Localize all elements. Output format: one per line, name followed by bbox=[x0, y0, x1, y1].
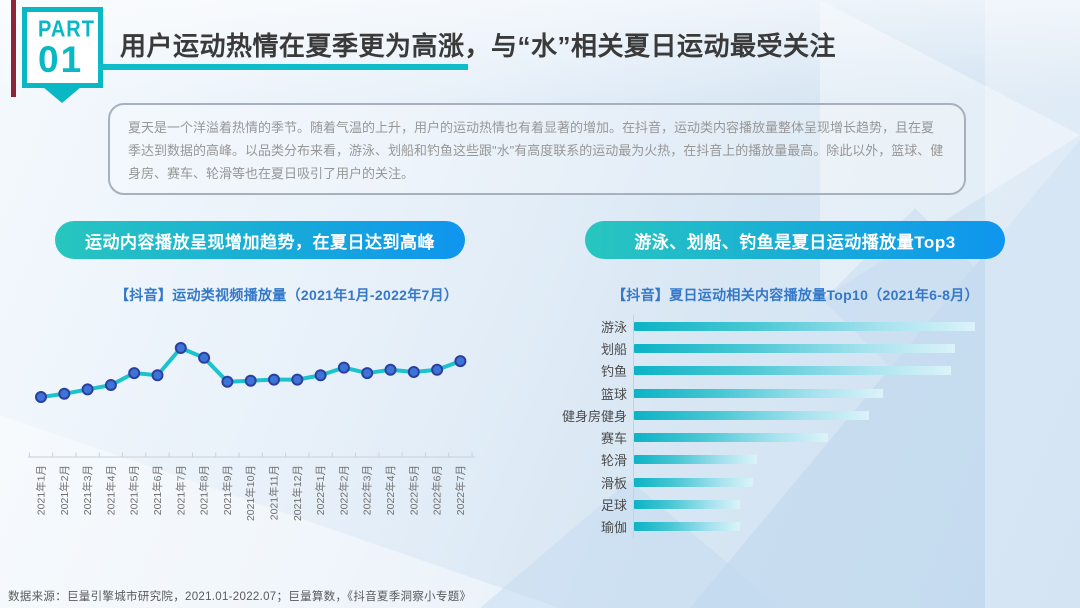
bar-track bbox=[633, 337, 1015, 360]
x-axis-tick-label: 2021年6月 bbox=[151, 465, 164, 515]
x-axis-tick-label: 2021年1月 bbox=[35, 465, 48, 515]
part-badge: PART 01 bbox=[22, 7, 103, 88]
data-point-marker bbox=[291, 373, 304, 386]
x-axis-tick-label: 2022年6月 bbox=[431, 465, 444, 515]
data-point-marker bbox=[314, 369, 327, 382]
data-point-marker bbox=[104, 379, 117, 392]
bar-track bbox=[633, 448, 1015, 472]
data-point-marker bbox=[244, 374, 257, 387]
x-axis-tick-label: 2021年9月 bbox=[221, 465, 234, 515]
x-axis-tick-label: 2021年5月 bbox=[128, 465, 141, 515]
part-badge-number: 01 bbox=[38, 39, 84, 80]
section-pill-left: 运动内容播放呈现增加趋势，在夏日达到高峰 bbox=[55, 221, 465, 259]
x-axis-tick-label: 2021年4月 bbox=[104, 465, 117, 515]
bar-track bbox=[633, 471, 1015, 494]
data-point-marker bbox=[361, 367, 374, 380]
x-axis-tick-label: 2022年1月 bbox=[314, 465, 327, 515]
x-axis-tick-label: 2021年12月 bbox=[291, 465, 304, 521]
bar-chart-title: 【抖音】夏日运动相关内容播放量Top10（2021年6-8月） bbox=[612, 287, 979, 303]
bar-value-fill bbox=[634, 343, 955, 353]
data-point-marker bbox=[431, 363, 444, 376]
data-point-marker bbox=[35, 391, 47, 404]
bar-value-fill bbox=[634, 522, 740, 532]
x-axis-tick-label: 2021年2月 bbox=[58, 465, 71, 515]
bar-value-fill bbox=[634, 388, 883, 398]
data-point-marker bbox=[221, 375, 234, 388]
section-pill-right: 游泳、划船、钓鱼是夏日运动播放量Top3 bbox=[585, 221, 1005, 259]
bar-category-label: 篮球 bbox=[600, 386, 627, 402]
bar-chart-rows: 游泳划船钓鱼篮球健身房健身赛车轮滑滑板足球瑜伽 bbox=[545, 315, 1015, 538]
data-point-marker bbox=[407, 365, 420, 378]
data-point-marker bbox=[198, 351, 211, 364]
data-point-marker bbox=[81, 383, 94, 396]
line-chart: 2021年1月 2021年2月 2021年3月 2021年4月 2021年5月 2021年… bbox=[28, 342, 475, 521]
bar-row: 健身房健身 bbox=[545, 404, 1015, 427]
bar-track bbox=[633, 359, 1015, 382]
data-point-marker bbox=[268, 373, 280, 386]
left-accent-strip bbox=[11, 0, 16, 97]
bar-value-fill bbox=[634, 455, 757, 465]
bar-category-label: 划船 bbox=[600, 341, 627, 357]
bar-row: 足球 bbox=[545, 493, 1015, 516]
x-axis-tick-label: 2021年8月 bbox=[198, 465, 211, 515]
data-point-marker bbox=[174, 342, 187, 354]
part-badge-word: PART bbox=[38, 16, 95, 43]
bar-value-fill bbox=[634, 433, 829, 443]
bar-category-label: 游泳 bbox=[600, 319, 627, 335]
bar-row: 瑜伽 bbox=[545, 515, 1015, 538]
x-axis-tick-label: 2021年7月 bbox=[174, 465, 187, 515]
x-axis-tick-label: 2022年4月 bbox=[384, 465, 397, 515]
x-axis-tick-label: 2021年11月 bbox=[268, 465, 281, 520]
x-axis-tick-label: 2022年7月 bbox=[454, 465, 467, 515]
x-axis-tick-label: 2021年3月 bbox=[81, 465, 94, 515]
line-series bbox=[39, 346, 463, 400]
bar-value-fill bbox=[634, 477, 754, 487]
bar-value-fill bbox=[634, 410, 870, 420]
bar-track bbox=[633, 404, 1015, 427]
part-badge-pointer bbox=[43, 87, 81, 103]
bar-track bbox=[633, 315, 1015, 338]
bar-row: 游泳 bbox=[545, 315, 1015, 338]
bar-category-label: 钓鱼 bbox=[600, 364, 627, 380]
bar-row: 划船 bbox=[545, 337, 1015, 360]
data-source-note: 数据来源：巨量引擎城市研究院，2021.01-2022.07；巨量算数，《抖音夏… bbox=[8, 591, 472, 603]
bar-row: 篮球 bbox=[545, 381, 1015, 405]
title-underline bbox=[98, 64, 468, 70]
data-point-marker bbox=[128, 367, 141, 380]
bar-category-label: 赛车 bbox=[600, 431, 627, 447]
bar-value-fill bbox=[634, 500, 740, 510]
bar-category-label: 滑板 bbox=[600, 475, 627, 491]
x-axis-tick-label: 2022年2月 bbox=[337, 465, 350, 515]
data-point-marker bbox=[337, 361, 350, 374]
bar-category-label: 足球 bbox=[600, 498, 627, 514]
bar-category-label: 轮滑 bbox=[600, 453, 627, 469]
bar-row: 滑板 bbox=[545, 471, 1015, 494]
bar-track bbox=[633, 493, 1015, 516]
bar-track bbox=[633, 515, 1015, 538]
data-point-marker bbox=[58, 387, 71, 400]
x-axis-tick-label: 2022年3月 bbox=[361, 465, 374, 515]
bar-track bbox=[633, 426, 1015, 449]
bar-value-fill bbox=[634, 366, 952, 376]
data-point-marker bbox=[151, 369, 164, 382]
bar-track bbox=[633, 381, 1015, 405]
bar-row: 轮滑 bbox=[545, 448, 1015, 472]
data-point-marker bbox=[454, 355, 467, 368]
bar-value-fill bbox=[634, 321, 975, 331]
page-title: 用户运动热情在夏季更为高涨，与“水”相关夏日运动最受关注 bbox=[120, 31, 837, 61]
bar-category-label: 健身房健身 bbox=[561, 408, 627, 424]
bar-row: 钓鱼 bbox=[545, 359, 1015, 382]
bar-chart: 游泳划船钓鱼篮球健身房健身赛车轮滑滑板足球瑜伽 bbox=[545, 315, 1015, 538]
x-axis-tick-label: 2021年10月 bbox=[244, 465, 257, 521]
bar-row: 赛车 bbox=[545, 426, 1015, 449]
line-chart-title: 【抖音】运动类视频播放量（2021年1月-2022年7月） bbox=[115, 287, 459, 303]
intro-paragraph: 夏天是一个洋溢着热情的季节。随着气温的上升，用户的运动热情也有着显著的增加。在抖… bbox=[108, 103, 966, 195]
data-point-marker bbox=[384, 363, 397, 376]
x-axis-tick-label: 2022年5月 bbox=[407, 465, 420, 515]
bar-category-label: 瑜伽 bbox=[600, 520, 627, 536]
